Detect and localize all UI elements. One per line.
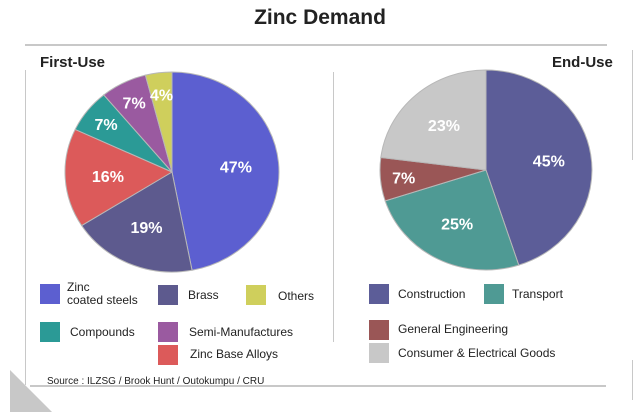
pie-data-label: 47% [220, 159, 252, 176]
bottom-divider [30, 385, 606, 387]
pie-data-label: 7% [123, 96, 146, 113]
legend-label-consumer-electrical-goods: Consumer & Electrical Goods [398, 346, 556, 360]
legend-label-brass: Brass [188, 288, 219, 302]
legend-label-zinc-base-alloys: Zinc Base Alloys [190, 347, 279, 361]
pie-data-label: 19% [130, 220, 162, 237]
legend-swatch-general-engineering [369, 320, 389, 340]
pie-slice-others [144, 71, 173, 173]
pie-data-label: 25% [441, 216, 473, 233]
legend-swatch-zinc-coated-steels [40, 284, 60, 304]
legend-label-transport: Transport [512, 287, 563, 301]
end-use-title: End-Use [552, 54, 613, 71]
center-divider [333, 72, 334, 342]
pie-slice-zinc-coated-steels [171, 71, 280, 271]
legend-swatch-construction [369, 284, 389, 304]
pie-data-label: 23% [428, 118, 460, 135]
legend-label-zinc-coated-steels: Zinc coated steels [67, 280, 138, 307]
legend-label-others: Others [278, 289, 315, 303]
left-border [25, 70, 26, 385]
pie-data-label: 7% [94, 117, 117, 134]
pie-data-label: 4% [150, 88, 173, 105]
legend-swatch-compounds [40, 322, 60, 342]
pie-slice-zinc-base-alloys [64, 128, 174, 227]
source-note: Source : ILZSG / Brook Hunt / Outokumpu … [47, 376, 265, 387]
top-divider [25, 44, 607, 46]
legend-swatch-transport [484, 284, 504, 304]
pie-data-label: 7% [392, 170, 415, 187]
pie-slice-construction [485, 69, 593, 266]
legend-swatch-others [246, 285, 266, 305]
pie-slice-consumer-electrical-goods [380, 69, 487, 171]
legend-label-compounds: Compounds [70, 325, 135, 339]
legend-swatch-brass [158, 285, 178, 305]
legend-label-construction: Construction [398, 287, 466, 301]
legend-label-general-engineering: General Engineering [398, 322, 509, 336]
legend-swatch-consumer-electrical-goods [369, 343, 389, 363]
legend-swatch-zinc-base-alloys [158, 345, 178, 365]
right-border-lower [632, 360, 633, 400]
first-use-title: First-Use [40, 54, 106, 71]
pie-slice-transport [384, 169, 520, 271]
corner-fold [10, 370, 52, 412]
chart-title: Zinc Demand [254, 6, 386, 29]
legend-label-semi-manufactures: Semi-Manufactures [189, 325, 294, 339]
legend-swatch-semi-manufactures [158, 322, 178, 342]
pie-data-label: 16% [92, 169, 124, 186]
right-border [632, 50, 633, 160]
pie-data-label: 45% [533, 154, 565, 171]
pie-slice-brass [80, 171, 193, 273]
